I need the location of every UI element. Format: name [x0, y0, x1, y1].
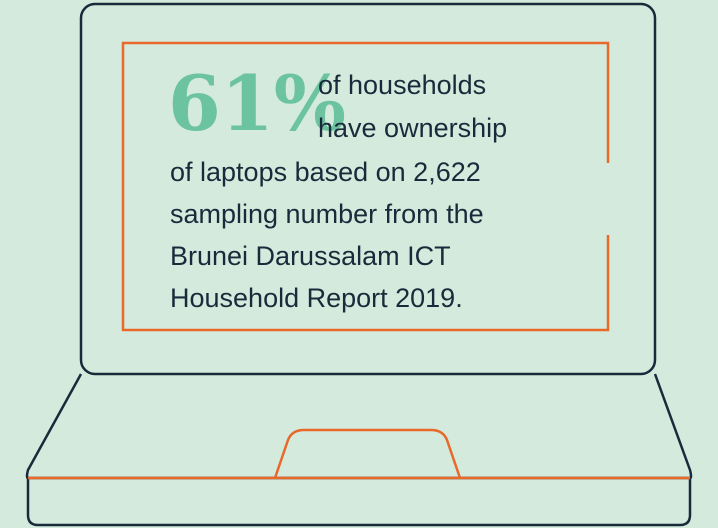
- laptop-screen: [79, 2, 657, 376]
- text-line: of households: [318, 70, 486, 100]
- laptop-bottom: [26, 478, 692, 527]
- trackpad: [273, 428, 462, 479]
- stat: 61%: [168, 59, 346, 148]
- text-line: Brunei Darussalam ICT: [170, 241, 451, 271]
- text-frame: [121, 41, 610, 332]
- text-line: of laptops based on 2,622: [170, 157, 481, 187]
- text-line: sampling number from the: [170, 199, 484, 229]
- text-line: have ownership: [318, 113, 507, 143]
- text-line: Household Report 2019.: [170, 283, 463, 313]
